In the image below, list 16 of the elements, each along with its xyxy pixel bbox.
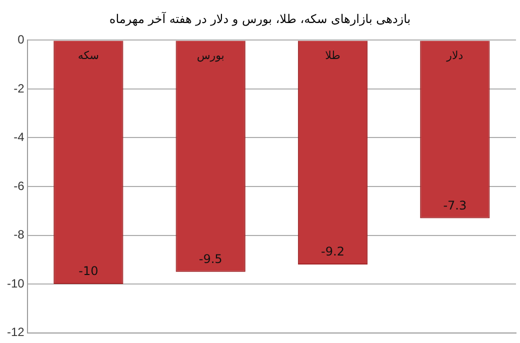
- y-tick-label: -10: [7, 276, 25, 290]
- x-tick-label: سکه: [78, 49, 100, 62]
- data-label: -10: [78, 264, 98, 278]
- x-tick-label: طلا: [325, 49, 341, 62]
- y-tick-label: -12: [7, 325, 25, 340]
- data-label: -9.5: [198, 252, 222, 266]
- data-label: -9.2: [321, 244, 344, 259]
- y-tick-label: 0: [18, 32, 25, 47]
- y-tick-label: -2: [14, 81, 25, 96]
- y-tick-label: -8: [14, 228, 25, 242]
- x-tick-label: بورس: [196, 49, 224, 62]
- chart-subtitle: بازدهی بازارهای سکه، طلا، بورس و دلار در هفته آخر مهرماه: [108, 11, 412, 28]
- y-tick-label: -6: [14, 178, 25, 193]
- data-label: -7.3: [443, 198, 467, 212]
- x-tick-label: دلار: [446, 49, 464, 62]
- y-tick-label: -4: [14, 130, 25, 144]
